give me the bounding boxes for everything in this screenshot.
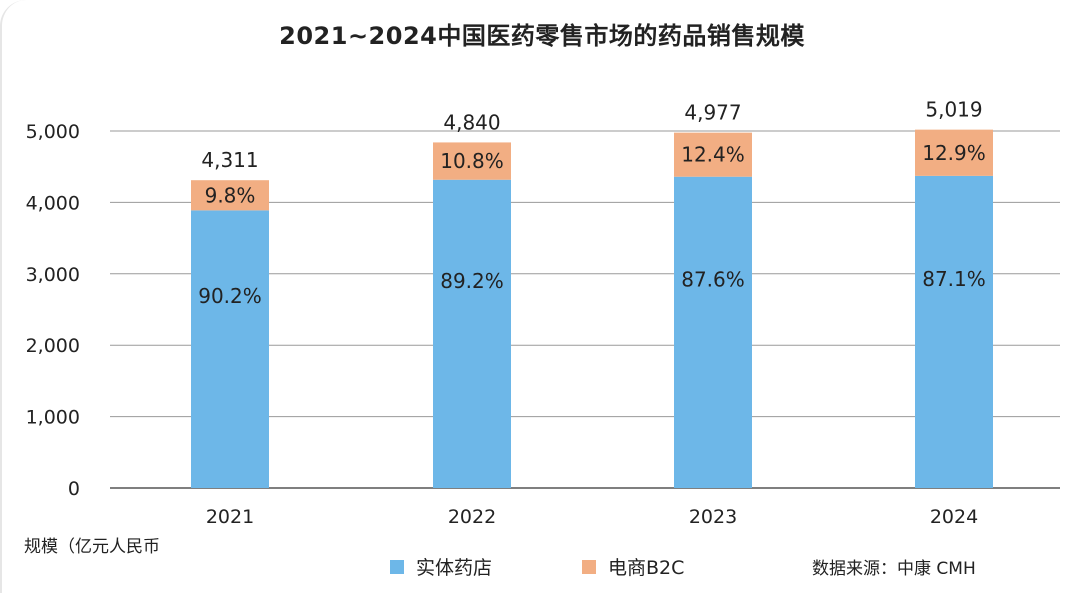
y-tick-label: 3,000 [26,264,80,286]
y-tick-label: 4,000 [26,192,80,214]
bar-total-label: 4,840 [443,110,500,134]
x-tick-label: 2021 [206,506,254,528]
x-tick-label: 2024 [930,506,978,528]
legend-label-ecommerce-b2c: 电商B2C [608,557,685,579]
bar-share-label-ecommerce-b2c: 10.8% [440,149,504,173]
bar-segment-ecommerce-b2c [674,132,752,177]
bar-share-label-ecommerce-b2c: 12.9% [922,141,986,165]
bar-segment-physical-pharmacy [915,175,993,488]
legend-swatch-physical-pharmacy [390,559,404,574]
y-tick-label: 0 [68,478,80,500]
y-tick-label: 5,000 [26,121,80,143]
bar-segment-ecommerce-b2c [191,180,269,211]
y-tick-label: 2,000 [26,335,80,357]
bar-share-label-physical-pharmacy: 90.2% [198,284,262,308]
bar-segment-ecommerce-b2c [915,129,993,176]
legend-swatch-ecommerce-b2c [582,559,596,574]
x-tick-label: 2022 [448,506,496,528]
bar-segment-physical-pharmacy [191,210,269,488]
bar-segment-physical-pharmacy [433,179,511,488]
legend-label-physical-pharmacy: 实体药店 [416,557,493,579]
y-tick-label: 1,000 [26,407,80,429]
legend-item-ecommerce-b2c: 电商B2C [582,553,684,580]
bar-share-label-ecommerce-b2c: 9.8% [205,183,256,207]
bar-segment-ecommerce-b2c [433,142,511,180]
bar-total-label: 4,977 [684,101,741,125]
bar-total-label: 5,019 [925,98,982,122]
chart-title: 2021~2024中国医药零售市场的药品销售规模 [279,22,805,50]
bar-share-label-ecommerce-b2c: 12.4% [681,143,745,167]
bar-share-label-physical-pharmacy: 87.1% [922,267,986,291]
bar-share-label-physical-pharmacy: 89.2% [440,269,504,293]
data-source-note: 数据来源：中康 CMH [812,559,976,579]
y-axis-label: 规模（亿元人民币 [24,537,160,557]
bar-share-label-physical-pharmacy: 87.6% [681,267,745,291]
bar-segment-physical-pharmacy [674,176,752,488]
bar-total-label: 4,311 [201,148,258,172]
legend-item-physical-pharmacy: 实体药店 [390,553,492,580]
x-tick-label: 2023 [689,506,737,528]
